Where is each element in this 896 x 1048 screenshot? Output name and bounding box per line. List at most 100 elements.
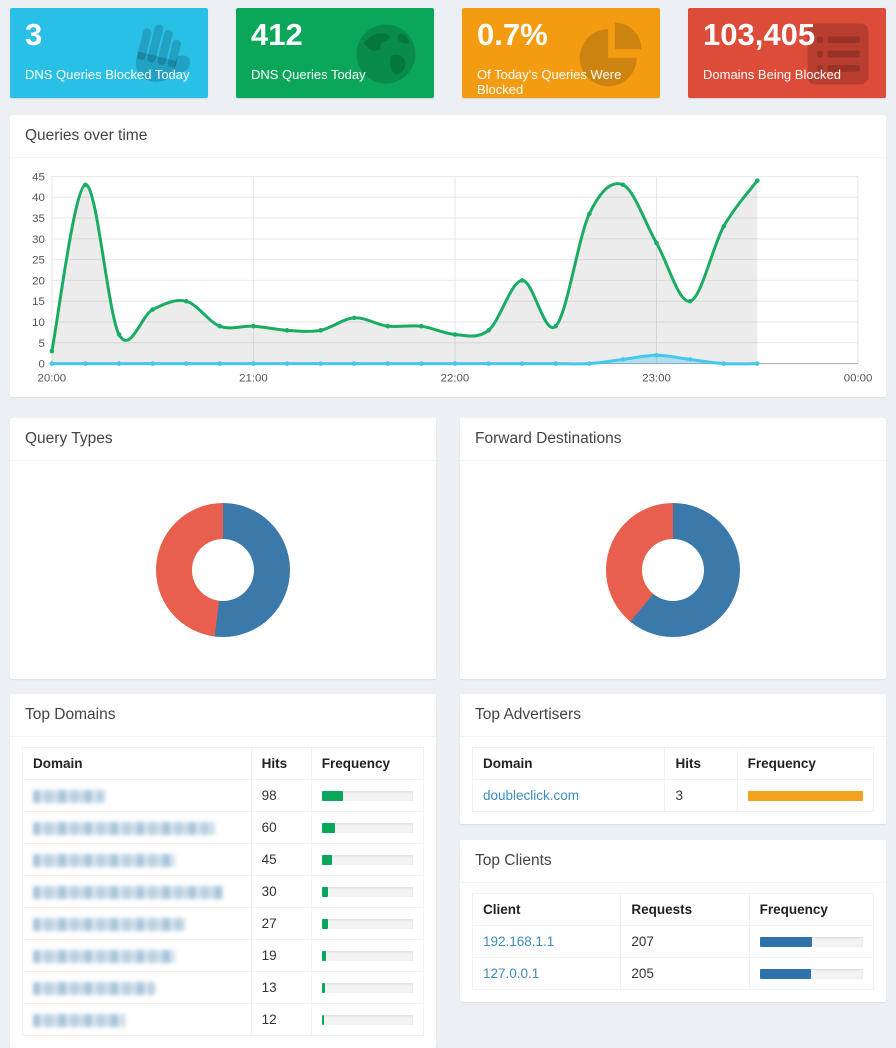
svg-text:21:00: 21:00 [239, 373, 268, 385]
domain-cell[interactable] [22, 1003, 252, 1036]
forward-destinations-body [460, 461, 886, 679]
redacted-domain[interactable] [33, 821, 215, 835]
client-link[interactable]: 127.0.0.1 [483, 966, 540, 981]
table-row: 13 [22, 971, 425, 1004]
frequency-bar-track [321, 790, 413, 801]
domain-link[interactable]: doubleclick.com [483, 788, 580, 803]
svg-text:30: 30 [32, 234, 45, 246]
table-row: 98 [22, 779, 425, 812]
frequency-bar-track [321, 982, 413, 993]
card-value: 103,405 [703, 17, 816, 52]
hits-cell: 12 [250, 1003, 312, 1036]
query-types-donut[interactable] [156, 503, 290, 637]
donut-charts-row: Query Types Forward Destinations [10, 418, 886, 679]
card-queries-blocked: 3 DNS Queries Blocked Today [10, 8, 208, 98]
column-header: Requests [620, 893, 750, 926]
pihole-dashboard: { "cards": [ { "value": "3", "label": "D… [10, 8, 886, 1048]
frequency-bar-fill [321, 822, 336, 833]
table-row: 27 [22, 907, 425, 940]
redacted-domain[interactable] [33, 853, 175, 867]
redacted-domain[interactable] [33, 1013, 125, 1027]
frequency-cell [310, 843, 425, 876]
svg-text:22:00: 22:00 [441, 373, 470, 385]
top-clients-title: Top Clients [460, 840, 886, 883]
hits-cell: 30 [250, 875, 312, 908]
frequency-bar-track [321, 822, 413, 833]
domain-cell[interactable] [22, 811, 252, 844]
redacted-domain[interactable] [33, 885, 223, 899]
domain-cell[interactable] [22, 939, 252, 972]
domain-cell[interactable] [22, 779, 252, 812]
frequency-cell [748, 957, 875, 990]
svg-text:45: 45 [32, 171, 45, 183]
frequency-bar-fill [759, 968, 812, 979]
card-queries-today: 412 DNS Queries Today [236, 8, 434, 98]
card-label: DNS Queries Today [251, 66, 366, 82]
requests-cell: 205 [620, 957, 750, 990]
frequency-bar-fill [321, 886, 329, 897]
top-advertisers-title: Top Advertisers [460, 694, 886, 737]
table-row: 30 [22, 875, 425, 908]
frequency-bar-track [321, 918, 413, 929]
svg-text:25: 25 [32, 255, 45, 267]
frequency-bar-fill [759, 936, 812, 947]
card-content: 3 DNS Queries Blocked Today [25, 17, 193, 82]
tables-row: Top Domains Domain Hits Frequency 98 60 45 30 2… [10, 694, 886, 1048]
summary-cards: 3 DNS Queries Blocked Today 412 DNS Quer… [10, 8, 886, 98]
redacted-domain[interactable] [33, 949, 175, 963]
queries-line-chart[interactable]: 20:00 21:00 22:00 23:00 00:00 0 5 10 15 20 25 30 35 4… [22, 166, 874, 390]
client-cell: 127.0.0.1 [471, 957, 622, 990]
hits-cell: 19 [250, 939, 312, 972]
card-label: Domains Being Blocked [703, 66, 842, 82]
card-percent-blocked: 0.7% Of Today's Queries Were Blocked [462, 8, 660, 98]
list-alt-icon [800, 16, 876, 92]
frequency-cell [310, 875, 425, 908]
frequency-bar-fill [321, 950, 326, 961]
frequency-cell [736, 779, 875, 812]
frequency-bar-track [321, 854, 413, 865]
client-link[interactable]: 192.168.1.1 [483, 934, 555, 949]
table-row: 19 [22, 939, 425, 972]
card-content: 0.7% Of Today's Queries Were Blocked [477, 17, 645, 97]
card-content: 103,405 Domains Being Blocked [703, 17, 871, 82]
domain-cell[interactable] [22, 971, 252, 1004]
hits-cell: 60 [250, 811, 312, 844]
redacted-domain[interactable] [33, 917, 185, 931]
frequency-cell [310, 1003, 425, 1036]
redacted-domain[interactable] [33, 789, 105, 803]
hits-cell: 45 [250, 843, 312, 876]
top-domains-table: Domain Hits Frequency 98 60 45 30 27 19 13 12 [22, 747, 425, 1036]
svg-text:23:00: 23:00 [642, 373, 671, 385]
redacted-domain[interactable] [33, 981, 155, 995]
hits-cell: 27 [250, 907, 312, 940]
top-advertisers-body: Domain Hits Frequency doubleclick.com 3 [460, 737, 886, 824]
table-header-row: Client Requests Frequency [471, 893, 875, 926]
table-row: 127.0.0.1 205 [471, 957, 875, 990]
queries-over-time-title: Queries over time [10, 115, 886, 158]
frequency-bar-track [759, 968, 863, 979]
top-clients-panel: Top Clients Client Requests Frequency 192.1… [460, 840, 886, 1002]
top-clients-body: Client Requests Frequency 192.168.1.1 207 127… [460, 883, 886, 1002]
top-clients-table: Client Requests Frequency 192.168.1.1 207 127… [471, 893, 875, 990]
svg-text:40: 40 [32, 192, 45, 204]
globe-icon [348, 16, 424, 92]
column-header: Frequency [736, 747, 875, 780]
hits-cell: 3 [664, 779, 738, 812]
frequency-cell [310, 811, 425, 844]
top-advertisers-panel: Top Advertisers Domain Hits Frequency doubl… [460, 694, 886, 824]
card-value: 0.7% [477, 17, 548, 52]
right-table-stack: Top Advertisers Domain Hits Frequency doubl… [460, 694, 886, 1048]
domain-cell[interactable] [22, 907, 252, 940]
top-domains-title: Top Domains [10, 694, 436, 737]
frequency-bar-track [321, 950, 413, 961]
pie-chart-icon [574, 16, 650, 92]
forward-destinations-donut[interactable] [606, 503, 740, 637]
frequency-cell [310, 779, 425, 812]
table-row: 45 [22, 843, 425, 876]
frequency-cell [310, 971, 425, 1004]
table-header-row: Domain Hits Frequency [22, 747, 425, 780]
domain-cell[interactable] [22, 875, 252, 908]
column-header: Frequency [310, 747, 425, 780]
domain-cell[interactable] [22, 843, 252, 876]
card-value: 3 [25, 17, 43, 52]
